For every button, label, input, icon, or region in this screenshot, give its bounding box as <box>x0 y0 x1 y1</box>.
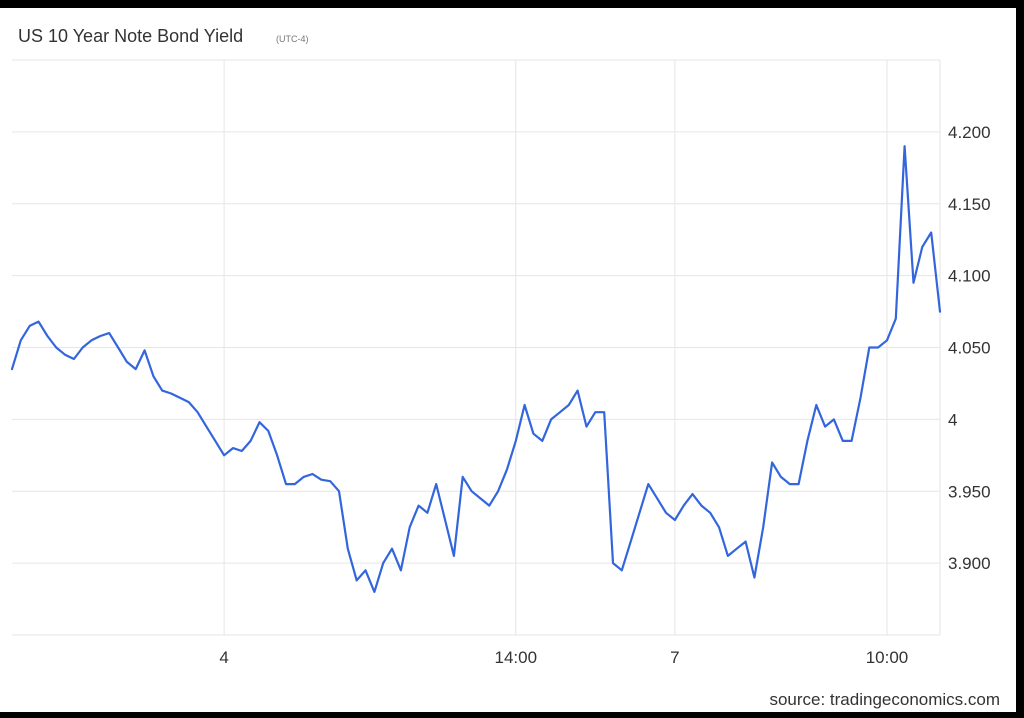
y-tick-label: 4.050 <box>948 339 991 358</box>
x-tick-label: 10:00 <box>866 648 909 667</box>
y-tick-label: 4.100 <box>948 267 991 286</box>
y-tick-label: 3.950 <box>948 482 991 501</box>
bond-yield-chart: US 10 Year Note Bond Yield (UTC-4) 3.900… <box>10 26 1000 709</box>
source-credit: source: tradingeconomics.com <box>769 690 1000 709</box>
grid-layer <box>12 59 941 636</box>
y-tick-label: 3.900 <box>948 554 991 573</box>
chart-title: US 10 Year Note Bond Yield <box>18 26 243 46</box>
chart-timezone: (UTC-4) <box>276 34 309 44</box>
line-layer <box>10 145 942 594</box>
yield-series-line <box>10 145 942 594</box>
x-tick-label: 4 <box>219 648 228 667</box>
y-tick-label: 4.150 <box>948 195 991 214</box>
y-tick-label: 4.200 <box>948 123 991 142</box>
y-tick-label: 4 <box>948 410 957 429</box>
x-tick-label: 14:00 <box>494 648 537 667</box>
chart-frame: US 10 Year Note Bond Yield (UTC-4) 3.900… <box>0 8 1016 712</box>
y-axis-labels: 3.900 3.950 4 4.050 4.100 4.150 4.200 <box>948 123 991 573</box>
x-tick-label: 7 <box>670 648 679 667</box>
x-axis-labels: 4 14:00 7 10:00 <box>219 648 908 667</box>
